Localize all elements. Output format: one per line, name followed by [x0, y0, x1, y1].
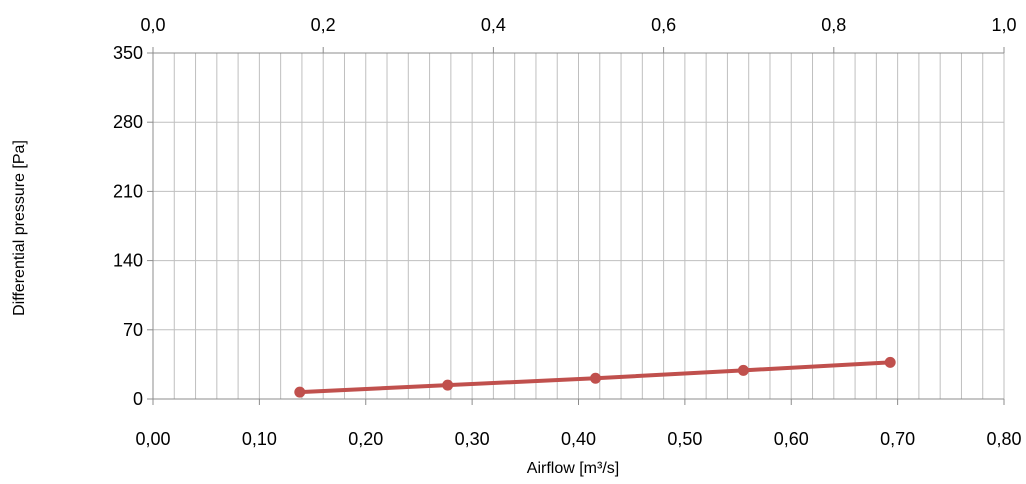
data-point — [442, 379, 454, 391]
y-tick-label: 350 — [113, 43, 143, 63]
x-tick-label: 0,30 — [455, 429, 490, 449]
series-group — [294, 356, 896, 398]
secondary-x-tick-label: 0,6 — [651, 15, 676, 35]
secondary-x-tick-label: 0,4 — [481, 15, 506, 35]
secondary-x-tick-label: 0,0 — [140, 15, 165, 35]
data-point — [884, 356, 896, 368]
secondary-x-tick-label: 0,2 — [311, 15, 336, 35]
axes — [147, 47, 1005, 405]
x-tick-labels: 0,00 0,10 0,20 0,30 0,40 0,50 0,60 0,70 0,80 — [135, 429, 1021, 449]
y-tick-labels: 0 70 140 210 280 350 — [113, 43, 143, 409]
secondary-x-tick-label: 1,0 — [991, 15, 1016, 35]
x-tick-label: 0,70 — [880, 429, 915, 449]
x-tick-label: 0,40 — [561, 429, 596, 449]
x-tick-label: 0,80 — [986, 429, 1021, 449]
secondary-x-tick-labels: 0,0 0,2 0,4 0,6 0,8 1,0 — [140, 15, 1016, 35]
y-axis-title: Differential pressure [Pa] — [11, 140, 28, 316]
x-tick-label: 0,50 — [667, 429, 702, 449]
y-tick-label: 0 — [133, 389, 143, 409]
x-tick-label: 0,20 — [348, 429, 383, 449]
data-point — [590, 372, 602, 384]
y-tick-label: 280 — [113, 112, 143, 132]
data-point — [737, 364, 749, 376]
x-tick-label: 0,10 — [242, 429, 277, 449]
x-tick-label: 0,60 — [774, 429, 809, 449]
x-axis-title: Airflow [m³/s] — [527, 460, 619, 477]
y-tick-label: 70 — [123, 320, 143, 340]
y-tick-label: 210 — [113, 181, 143, 201]
y-tick-label: 140 — [113, 251, 143, 271]
data-point — [294, 386, 306, 398]
grid — [153, 52, 1005, 399]
x-tick-label: 0,00 — [135, 429, 170, 449]
secondary-x-tick-label: 0,8 — [821, 15, 846, 35]
